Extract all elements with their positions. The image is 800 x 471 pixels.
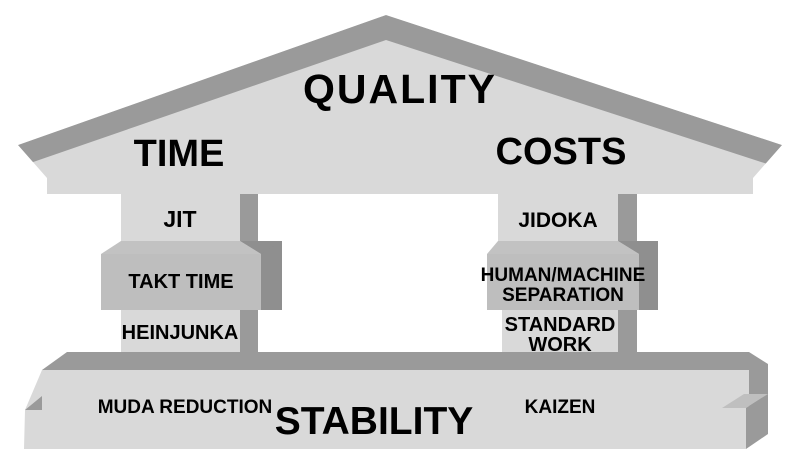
svg-text:KAIZEN: KAIZEN [525,397,596,418]
svg-text:WORK: WORK [528,334,592,356]
svg-text:JIDOKA: JIDOKA [518,209,597,232]
svg-text:QUALITY: QUALITY [303,66,497,112]
svg-text:COSTS: COSTS [496,131,627,173]
svg-text:TAKT TIME: TAKT TIME [128,271,233,293]
svg-text:SEPARATION: SEPARATION [502,285,624,306]
svg-text:MUDA REDUCTION: MUDA REDUCTION [98,397,273,418]
svg-text:STANDARD: STANDARD [505,314,616,336]
svg-text:TIME: TIME [134,133,225,175]
svg-text:HEINJUNKA: HEINJUNKA [122,322,239,344]
svg-text:HUMAN/MACHINE: HUMAN/MACHINE [481,265,646,286]
svg-text:STABILITY: STABILITY [275,400,474,443]
svg-text:JIT: JIT [163,206,196,232]
